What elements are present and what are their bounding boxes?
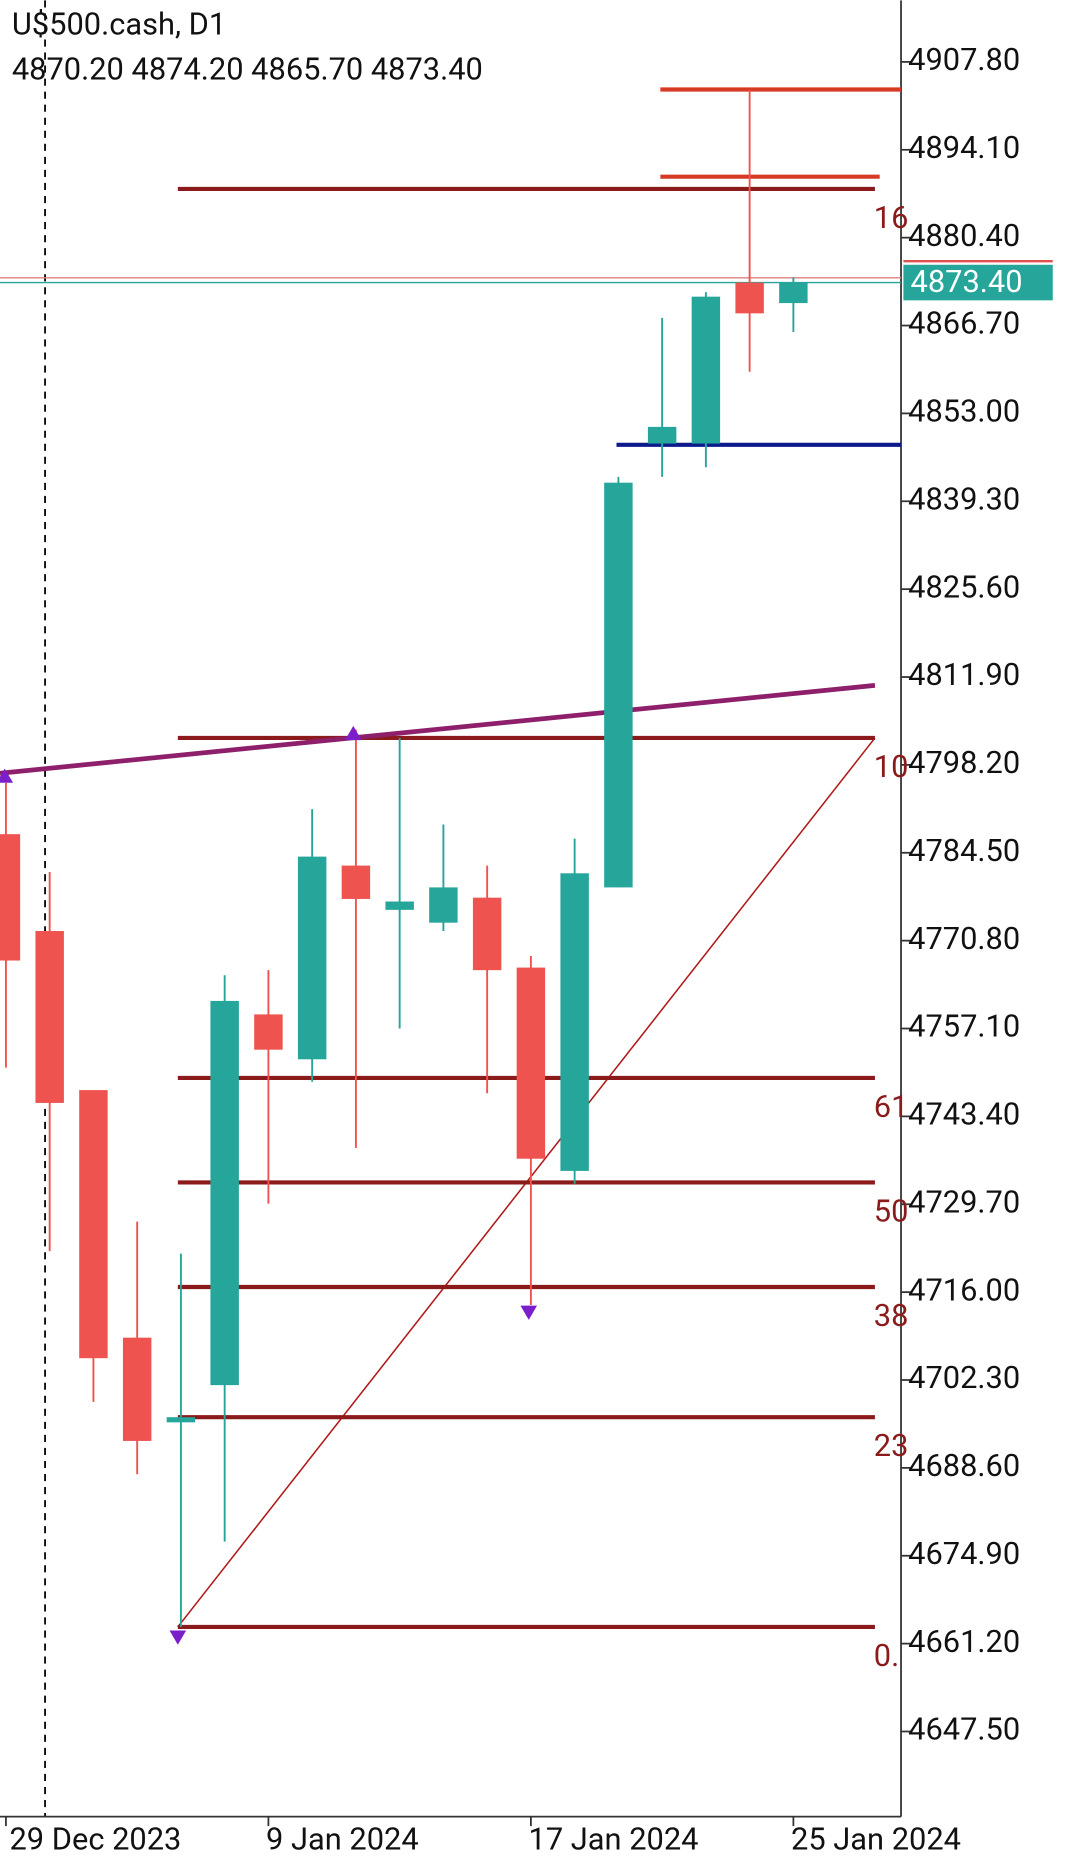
- y-tick-label: 4743.40: [908, 1096, 1020, 1133]
- y-tick-label: 4784.50: [908, 832, 1020, 869]
- candle-body: [516, 967, 546, 1159]
- x-tick-label: 17 Jan 2024: [529, 1821, 699, 1858]
- y-tick-label: 4716.00: [908, 1271, 1020, 1308]
- candle-body: [79, 1090, 108, 1359]
- candle-body: [779, 282, 808, 304]
- arrow-marker: [344, 725, 362, 741]
- trendline: [0, 683, 876, 776]
- fib-label: 23: [874, 1427, 909, 1464]
- y-tick-label: 4853.00: [908, 393, 1020, 430]
- y-tick-label: 4674.90: [908, 1535, 1020, 1572]
- candle-body: [560, 873, 589, 1171]
- y-tick-label: 4757.10: [908, 1008, 1020, 1045]
- candle-body: [735, 282, 764, 314]
- fib-label: 16: [874, 199, 909, 236]
- chart-title: U$500.cash, D1: [12, 6, 226, 43]
- last-price-label: 4873.40: [911, 263, 1023, 300]
- candle-body: [604, 482, 633, 888]
- candle-body: [166, 1417, 196, 1423]
- y-tick-label: 4866.70: [908, 305, 1020, 342]
- fib-label: 61: [874, 1088, 909, 1125]
- candle-body: [297, 856, 327, 1060]
- y-tick-label: 4894.10: [908, 129, 1020, 166]
- candle-body: [647, 426, 677, 444]
- y-tick-label: 4825.60: [908, 568, 1020, 605]
- candle-body: [691, 296, 721, 444]
- y-tick-label: 4647.50: [908, 1711, 1020, 1748]
- y-tick-label: 4770.80: [908, 920, 1020, 957]
- x-tick-label: 29 Dec 2023: [9, 1821, 181, 1858]
- fib-label: 0.: [874, 1637, 899, 1674]
- fib-label: 38: [874, 1297, 909, 1334]
- candle-body: [35, 931, 64, 1103]
- x-tick-label: 25 Jan 2024: [791, 1821, 961, 1858]
- candle-body: [429, 887, 458, 923]
- last-price-box: [903, 264, 1053, 301]
- candle-body: [254, 1014, 283, 1050]
- y-tick-label: 4839.30: [908, 480, 1020, 517]
- x-tick-label: 9 Jan 2024: [266, 1821, 419, 1858]
- arrow-marker: [0, 768, 14, 783]
- ohlc-readout: 4870.20 4874.20 4865.70 4873.40: [12, 51, 483, 88]
- y-tick-label: 4661.20: [908, 1623, 1020, 1660]
- y-tick-label: 4880.40: [908, 217, 1020, 254]
- candle-body: [210, 1000, 239, 1386]
- y-tick-label: 4907.80: [908, 41, 1020, 78]
- y-tick-label: 4811.90: [908, 656, 1020, 693]
- arrow-marker: [169, 1630, 187, 1645]
- arrow-marker: [520, 1305, 538, 1320]
- fib-label: 50: [874, 1192, 909, 1229]
- plot: 4907.80 4894.10 4880.40 4866.70 4853.00 4839.…: [0, 41, 1053, 1858]
- y-tick-label: 4729.70: [908, 1183, 1020, 1220]
- candle-body: [341, 865, 371, 899]
- fib-label: 10: [874, 748, 909, 785]
- candle-body: [472, 897, 502, 971]
- candle-body: [385, 901, 414, 910]
- candle-body: [0, 834, 21, 961]
- candle-body: [122, 1337, 152, 1441]
- y-tick-label: 4702.30: [908, 1359, 1020, 1396]
- y-tick-label: 4688.60: [908, 1447, 1020, 1484]
- y-tick-label: 4798.20: [908, 744, 1020, 781]
